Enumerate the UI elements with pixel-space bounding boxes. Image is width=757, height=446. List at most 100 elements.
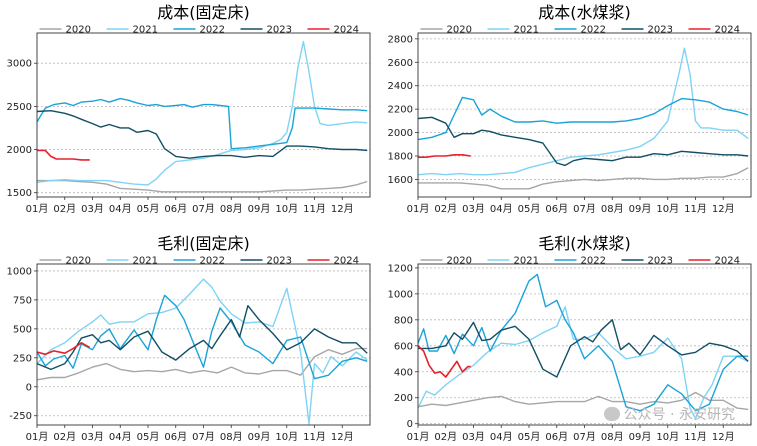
legend-label-2020: 2020 bbox=[447, 256, 472, 267]
legend-label-2021: 2021 bbox=[514, 256, 539, 267]
plot-frame bbox=[36, 32, 371, 198]
chart-title: 成本(水煤浆) bbox=[538, 3, 631, 22]
x-tick-label: 09月 bbox=[629, 203, 652, 215]
chart-title: 毛利(水煤浆) bbox=[538, 234, 631, 253]
series-line-2020 bbox=[417, 391, 749, 411]
series-line-2021 bbox=[417, 306, 749, 420]
x-tick-label: 07月 bbox=[573, 203, 596, 215]
y-tick-label: 1000 bbox=[7, 266, 32, 277]
y-tick-label: 250 bbox=[13, 353, 32, 364]
legend-label-2020: 2020 bbox=[66, 25, 91, 36]
x-tick-label: 01月 bbox=[26, 431, 49, 443]
chart-margin-fixed: 毛利(固定床) 2020 2021 2022 2023 2024 -250 0 250 500 75… bbox=[7, 234, 371, 443]
x-tick-label: 08月 bbox=[601, 203, 624, 215]
x-tick-label: 03月 bbox=[81, 203, 104, 215]
x-tick-label: 10月 bbox=[275, 203, 298, 215]
x-tick-label: 09月 bbox=[248, 431, 271, 443]
x-tick-label: 11月 bbox=[303, 431, 326, 443]
x-tick-label: 02月 bbox=[53, 431, 76, 443]
x-tick-label: 09月 bbox=[629, 431, 652, 443]
x-tick-label: 10月 bbox=[656, 203, 679, 215]
x-tick-label: 09月 bbox=[248, 203, 271, 215]
x-tick-label: 10月 bbox=[275, 431, 298, 443]
y-tick-label: 2600 bbox=[388, 58, 413, 69]
x-tick-label: 07月 bbox=[192, 203, 215, 215]
plot-frame bbox=[417, 263, 752, 426]
x-tick-label: 07月 bbox=[573, 431, 596, 443]
series-line-2020 bbox=[37, 179, 368, 193]
legend-label-2023: 2023 bbox=[648, 25, 673, 36]
x-tick-label: 06月 bbox=[545, 203, 568, 215]
series-line-2021 bbox=[36, 40, 368, 186]
x-tick-label: 12月 bbox=[331, 203, 354, 215]
legend-label-2023: 2023 bbox=[267, 25, 292, 36]
x-tick-label: 04月 bbox=[490, 203, 513, 215]
y-tick-label: 2400 bbox=[388, 81, 413, 92]
x-tick-label: 03月 bbox=[462, 431, 485, 443]
legend-label-2024: 2024 bbox=[334, 256, 359, 267]
y-tick-label: 200 bbox=[394, 393, 413, 404]
legend-label-2024: 2024 bbox=[715, 25, 740, 36]
x-tick-label: 05月 bbox=[518, 431, 541, 443]
chart-cost-fixed: 成本(固定床) 2020 2021 2022 2023 2024 1500 2000 2500 3… bbox=[7, 3, 371, 215]
x-tick-label: 08月 bbox=[220, 431, 243, 443]
x-tick-label: 06月 bbox=[164, 431, 187, 443]
x-tick-label: 02月 bbox=[434, 203, 457, 215]
watermark-text: 公众号 · 永安研究 bbox=[623, 407, 735, 423]
x-tick-label: 12月 bbox=[712, 203, 735, 215]
x-tick-label: 02月 bbox=[434, 431, 457, 443]
y-tick-label: 2200 bbox=[388, 105, 413, 116]
chart-title: 成本(固定床) bbox=[157, 3, 250, 22]
y-tick-label: 0 bbox=[26, 382, 32, 393]
x-tick-label: 04月 bbox=[109, 203, 132, 215]
legend-label-2022: 2022 bbox=[200, 256, 225, 267]
series-line-2020 bbox=[418, 167, 749, 190]
chart-title: 毛利(固定床) bbox=[157, 234, 250, 253]
x-tick-label: 03月 bbox=[81, 431, 104, 443]
plot-frame bbox=[417, 32, 752, 198]
y-tick-label: 400 bbox=[394, 367, 413, 378]
plot-frame bbox=[36, 263, 371, 426]
y-tick-label: 1600 bbox=[388, 175, 413, 186]
series-line-2022 bbox=[36, 294, 368, 380]
legend-label-2020: 2020 bbox=[447, 25, 472, 36]
legend-label-2021: 2021 bbox=[133, 25, 158, 36]
x-tick-label: 04月 bbox=[109, 431, 132, 443]
y-tick-label: 500 bbox=[13, 324, 32, 335]
y-tick-label: 0 bbox=[407, 419, 413, 430]
x-tick-label: 11月 bbox=[684, 203, 707, 215]
x-tick-label: 11月 bbox=[303, 203, 326, 215]
x-tick-label: 03月 bbox=[462, 203, 485, 215]
x-tick-label: 06月 bbox=[545, 431, 568, 443]
y-tick-label: 3000 bbox=[7, 59, 32, 70]
y-tick-label: 1500 bbox=[7, 188, 32, 199]
series-line-2022 bbox=[417, 96, 749, 141]
x-tick-label: 04月 bbox=[490, 431, 513, 443]
x-tick-label: 05月 bbox=[518, 203, 541, 215]
series-line-2023 bbox=[36, 109, 368, 159]
chart-cost-water: 成本(水煤浆) 2020 2021 2022 2023 2024 1600 1800 2000 2… bbox=[388, 3, 752, 215]
y-tick-label: 1200 bbox=[388, 263, 413, 274]
y-tick-label: 800 bbox=[394, 315, 413, 326]
x-tick-label: 02月 bbox=[53, 203, 76, 215]
series-line-2023 bbox=[36, 305, 368, 371]
series-line-2020 bbox=[36, 347, 368, 381]
x-tick-label: 05月 bbox=[137, 431, 160, 443]
y-tick-label: 2800 bbox=[388, 34, 413, 45]
series-line-2023 bbox=[417, 116, 749, 167]
x-tick-label: 12月 bbox=[712, 431, 735, 443]
x-tick-label: 11月 bbox=[684, 431, 707, 443]
series-line-2023 bbox=[418, 319, 749, 378]
series-line-2024 bbox=[418, 154, 471, 158]
y-tick-label: 1800 bbox=[388, 152, 413, 163]
series-line-2024 bbox=[36, 341, 91, 356]
x-tick-label: 12月 bbox=[331, 431, 354, 443]
legend-label-2021: 2021 bbox=[133, 256, 158, 267]
series-line-2024 bbox=[417, 345, 471, 378]
y-tick-label: 2500 bbox=[7, 102, 32, 113]
legend-label-2021: 2021 bbox=[514, 25, 539, 36]
y-tick-label: -250 bbox=[9, 411, 32, 422]
x-tick-label: 08月 bbox=[601, 431, 624, 443]
series-line-2021 bbox=[36, 278, 368, 425]
x-tick-label: 01月 bbox=[26, 203, 49, 215]
